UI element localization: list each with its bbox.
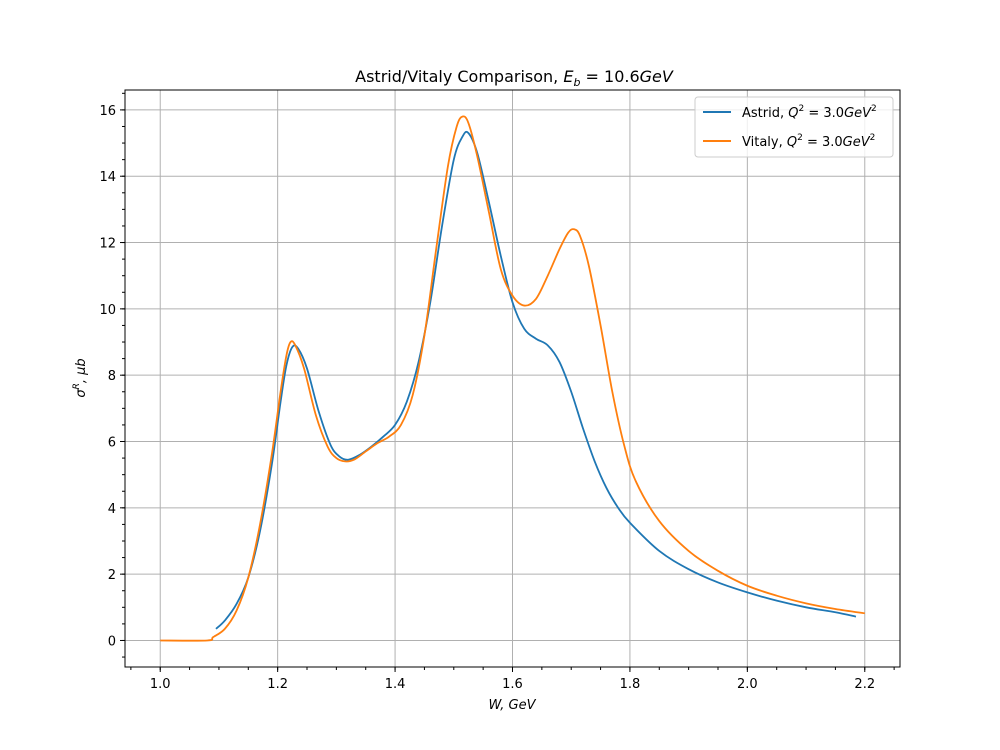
x-tick-label: 2.2 [854,677,875,692]
grid-lines [125,90,900,667]
x-tick-label: 1.8 [620,677,641,692]
y-tick-label: 8 [108,369,116,384]
y-tick-label: 0 [108,634,116,649]
x-tick-label: 1.6 [502,677,523,692]
x-axis-label: W, GeV [488,698,536,713]
x-tick-label: 1.0 [150,677,171,692]
y-tick-label: 4 [108,502,116,517]
legend-label-astrid: Astrid, Q2 = 3.0GeV2 [742,104,877,121]
legend: Astrid, Q2 = 3.0GeV2 Vitaly, Q2 = 3.0GeV… [694,96,894,158]
y-tick-label: 14 [99,170,116,185]
x-tick-label: 1.2 [267,677,288,692]
y-tick-label: 2 [108,568,116,583]
y-axis-label: σR, μb [72,358,89,397]
tick-labels: 1.0 1.2 1.4 1.6 1.8 2.0 2.2 0 2 4 6 8 10 12 14 16 [99,104,875,692]
x-tick-label: 2.0 [737,677,758,692]
axis-ticks [120,92,895,672]
x-tick-label: 1.4 [385,677,406,692]
chart-title: Astrid/Vitaly Comparison, Eb = 10.6GeV [355,67,674,89]
series-line-astrid [215,130,857,630]
y-tick-label: 10 [99,303,116,318]
series-line-vitaly [160,115,865,642]
y-tick-label: 12 [99,237,116,252]
y-tick-label: 16 [99,104,116,119]
legend-label-vitaly: Vitaly, Q2 = 3.0GeV2 [742,133,875,150]
series-lines [160,115,865,642]
y-tick-label: 6 [108,436,116,451]
legend-box [694,96,894,158]
